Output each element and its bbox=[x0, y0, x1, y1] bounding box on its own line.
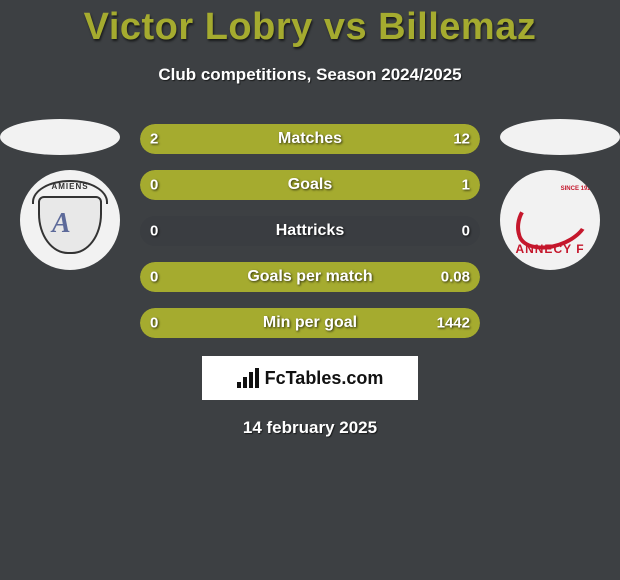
stat-value-left: 0 bbox=[150, 269, 158, 286]
stat-label: Goals bbox=[288, 176, 332, 194]
stat-value-right: 12 bbox=[453, 131, 470, 148]
amiens-crest-icon: AMIENS A bbox=[28, 178, 112, 262]
stat-value-left: 0 bbox=[150, 223, 158, 240]
stat-label: Goals per match bbox=[247, 268, 372, 286]
stats-container: 2 12 Matches 0 1 Goals 0 0 Hattricks 0 0.08 Goals p… bbox=[140, 124, 480, 354]
stat-label: Matches bbox=[278, 130, 342, 148]
annecy-crest-tag: SINCE 1927 bbox=[561, 186, 594, 192]
club-badge-left: AMIENS A bbox=[20, 170, 120, 270]
player-right-photo-placeholder bbox=[500, 119, 620, 155]
stat-row: 2 12 Matches bbox=[140, 124, 480, 154]
date-label: 14 february 2025 bbox=[0, 418, 620, 438]
stat-value-right: 1 bbox=[462, 177, 470, 194]
club-badge-right: SINCE 1927 ANNECY F bbox=[500, 170, 600, 270]
stat-value-right: 0 bbox=[462, 223, 470, 240]
stat-value-left: 2 bbox=[150, 131, 158, 148]
stat-row: 0 1 Goals bbox=[140, 170, 480, 200]
stat-row: 0 0 Hattricks bbox=[140, 216, 480, 246]
amiens-crest-text: AMIENS bbox=[28, 182, 112, 191]
stat-value-left: 0 bbox=[150, 315, 158, 332]
player-left-photo-placeholder bbox=[0, 119, 120, 155]
page-title: Victor Lobry vs Billemaz bbox=[0, 0, 620, 49]
stat-label: Hattricks bbox=[276, 222, 344, 240]
brand-box[interactable]: FcTables.com bbox=[202, 356, 418, 400]
stat-row: 0 1442 Min per goal bbox=[140, 308, 480, 338]
stat-value-left: 0 bbox=[150, 177, 158, 194]
stat-value-right: 0.08 bbox=[441, 269, 470, 286]
annecy-crest-icon: SINCE 1927 ANNECY F bbox=[500, 170, 600, 270]
subtitle: Club competitions, Season 2024/2025 bbox=[0, 65, 620, 85]
stat-value-right: 1442 bbox=[437, 315, 470, 332]
brand-chart-icon bbox=[237, 368, 259, 388]
brand-text: FcTables.com bbox=[265, 368, 384, 389]
stat-label: Min per goal bbox=[263, 314, 357, 332]
stat-row: 0 0.08 Goals per match bbox=[140, 262, 480, 292]
amiens-crest-letter: A bbox=[52, 208, 71, 240]
annecy-crest-text: ANNECY F bbox=[500, 242, 600, 256]
